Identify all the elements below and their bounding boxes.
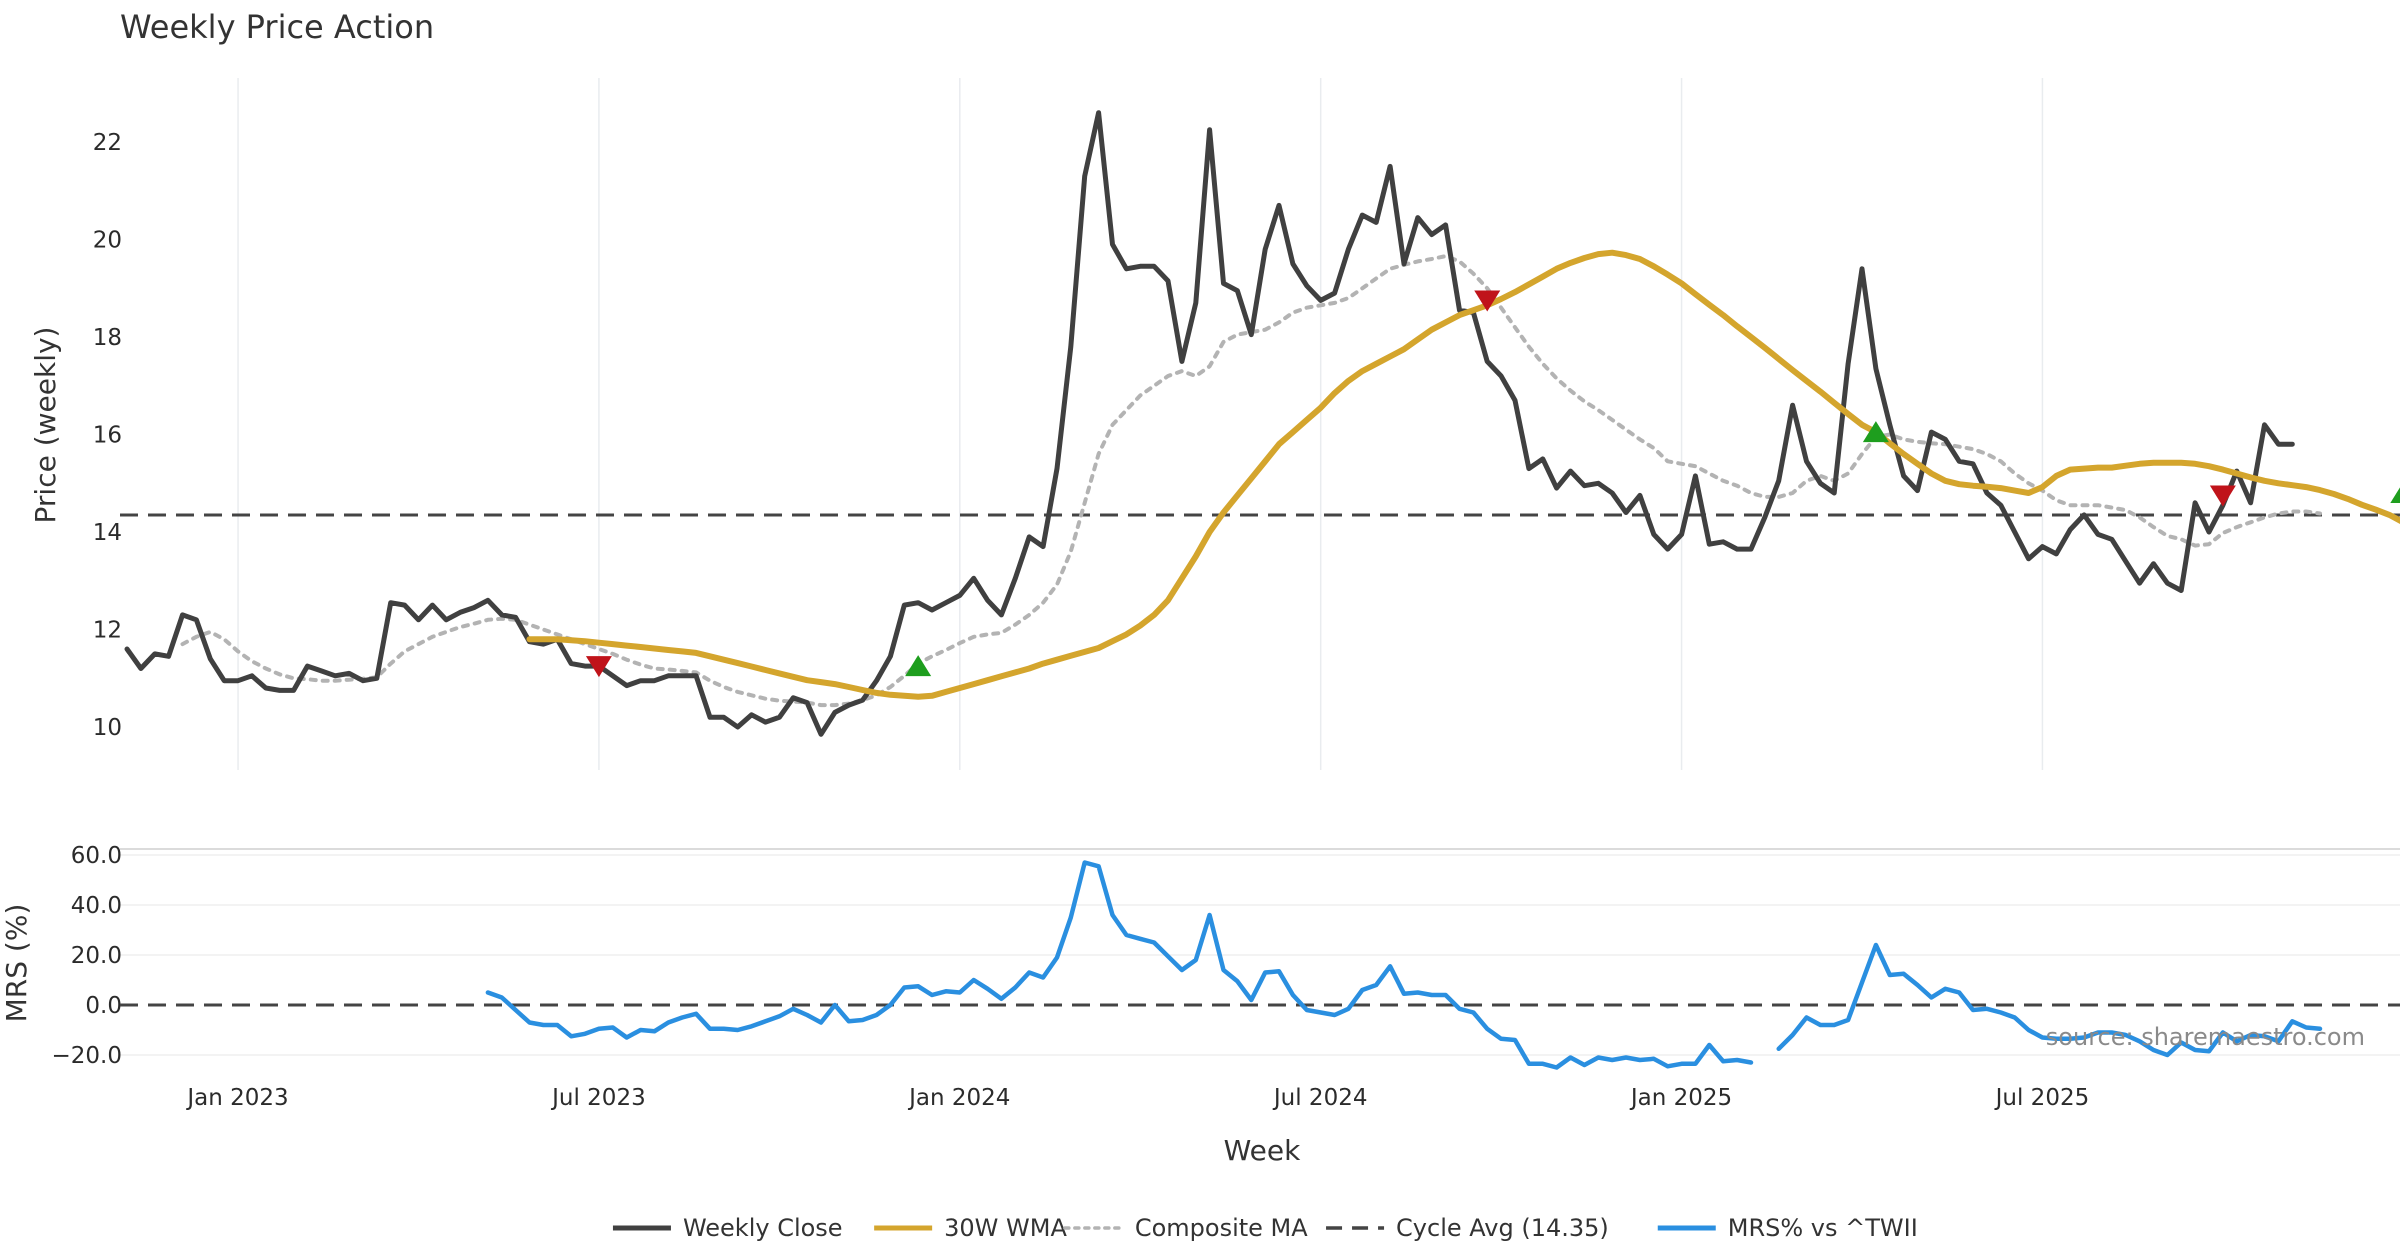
chart-title: Weekly Price Action	[120, 8, 434, 46]
price-panel: 10 12 14 16 18 20 22	[93, 78, 2400, 770]
legend-label-30w-wma: 30W WMA	[944, 1214, 1067, 1242]
price-y-axis: 10 12 14 16 18 20 22	[93, 130, 122, 741]
buy-signal-marker	[905, 655, 932, 677]
legend-item-weekly-close: Weekly Close	[612, 1214, 843, 1242]
mrs-panel-grid	[120, 854, 2400, 1056]
mrs-y-tick: 0.0	[85, 993, 122, 1019]
sell-signal-marker	[585, 656, 612, 678]
price-y-tick: 20	[93, 228, 122, 254]
x-axis: Jan 2023 Jul 2023 Jan 2024 Jul 2024 Jan 2025…	[185, 1085, 2089, 1111]
sell-signal-marker	[1474, 290, 1501, 312]
legend-item-composite-ma: Composite MA	[1063, 1214, 1308, 1242]
mrs-y-tick: 40.0	[71, 893, 122, 919]
series-mrs-vs-twii	[485, 860, 2323, 1070]
mrs-y-axis-label: MRS (%)	[0, 904, 33, 1023]
signal-markers	[585, 290, 2400, 678]
legend-label-mrs-vs-twii: MRS% vs ^TWII	[1728, 1214, 1918, 1242]
price-y-tick: 22	[93, 130, 122, 156]
legend-item-30w-wma: 30W WMA	[874, 1214, 1067, 1242]
x-axis-label: Week	[1224, 1134, 1301, 1167]
buy-signal-marker	[1862, 421, 1889, 443]
price-y-tick: 18	[93, 325, 122, 351]
x-tick-jul-2023: Jul 2023	[550, 1085, 646, 1111]
x-tick-jan-2024: Jan 2024	[907, 1085, 1010, 1111]
mrs-y-tick: −20.0	[52, 1043, 122, 1069]
mrs-series	[485, 860, 2323, 1070]
legend-item-cycle-avg-14-35: Cycle Avg (14.35)	[1326, 1214, 1609, 1242]
buy-signal-marker	[2390, 487, 2400, 503]
price-y-axis-label: Price (weekly)	[29, 327, 62, 524]
legend-label-composite-ma: Composite MA	[1135, 1214, 1308, 1242]
price-y-tick: 12	[93, 618, 122, 644]
sell-signal-marker	[2209, 485, 2236, 507]
x-tick-jul-2024: Jul 2024	[1272, 1085, 1368, 1111]
price-y-tick: 10	[93, 715, 122, 741]
x-tick-jul-2025: Jul 2025	[1994, 1085, 2090, 1111]
mrs-y-axis: −20.0 0.0 20.0 40.0 60.0	[52, 843, 122, 1069]
price-series	[124, 110, 2400, 737]
mrs-panel: −20.0 0.0 20.0 40.0 60.0	[52, 843, 2400, 1070]
watermark: source: sharemaestro.com	[2046, 1023, 2365, 1051]
legend-item-mrs-vs-twii: MRS% vs ^TWII	[1657, 1214, 1918, 1242]
legend-label-cycle-avg-14-35: Cycle Avg (14.35)	[1396, 1214, 1609, 1242]
series-30w-wma	[526, 249, 2400, 700]
mrs-y-tick: 60.0	[71, 843, 122, 869]
price-panel-grid	[237, 78, 2044, 770]
x-tick-jan-2023: Jan 2023	[185, 1085, 288, 1111]
legend-label-weekly-close: Weekly Close	[683, 1214, 843, 1242]
legend: Weekly Close 30W WMA Composite MA Cycle Avg…	[612, 1214, 1918, 1242]
mrs-y-tick: 20.0	[71, 943, 122, 969]
x-tick-jan-2025: Jan 2025	[1629, 1085, 1732, 1111]
series-weekly-close	[124, 110, 2295, 737]
price-y-tick: 14	[93, 520, 122, 546]
price-y-tick: 16	[93, 423, 122, 449]
